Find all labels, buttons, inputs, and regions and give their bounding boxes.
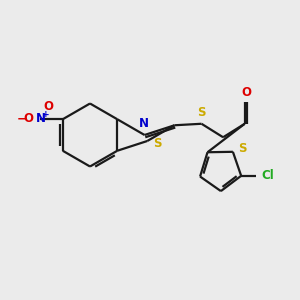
Text: O: O [23, 112, 33, 125]
Text: O: O [44, 100, 54, 113]
Text: O: O [241, 85, 251, 99]
Text: S: S [238, 142, 247, 155]
Text: +: + [41, 110, 49, 118]
Text: S: S [153, 137, 161, 150]
Text: S: S [197, 106, 206, 119]
Text: N: N [139, 117, 149, 130]
Text: Cl: Cl [262, 169, 274, 182]
Text: N: N [36, 112, 46, 125]
Text: −: − [16, 113, 27, 126]
